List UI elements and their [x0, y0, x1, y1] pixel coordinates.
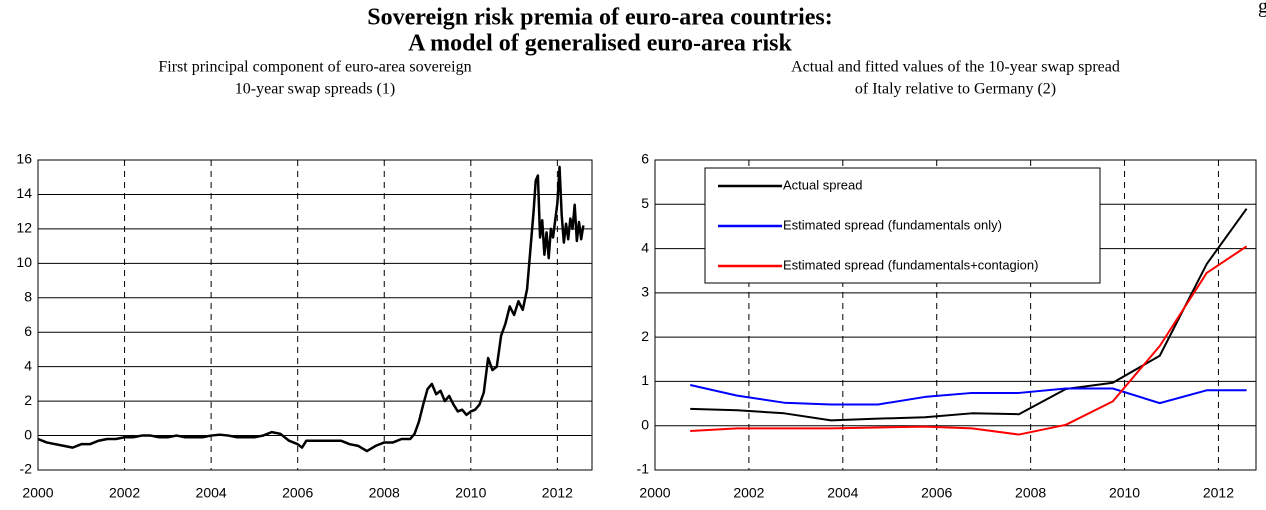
x-tick-label: 2012: [1203, 485, 1234, 501]
y-tick-label: 16: [16, 151, 32, 167]
chart-title: Actual and fitted values of the 10-year …: [791, 59, 1120, 76]
y-tick-label: 14: [16, 185, 32, 201]
x-tick-label: 2002: [733, 485, 764, 501]
legend-label: Estimated spread (fundamentals+contagion…: [783, 257, 1038, 272]
y-tick-label: 3: [641, 284, 649, 300]
chart-title: 10-year swap spreads (1): [235, 81, 395, 98]
y-tick-label: 4: [24, 357, 32, 373]
y-tick-label: 6: [641, 151, 649, 167]
y-tick-label: 10: [16, 254, 32, 270]
x-tick-label: 2010: [455, 485, 486, 501]
x-tick-label: 2006: [282, 485, 313, 501]
y-tick-label: 5: [641, 195, 649, 211]
plot-border: [654, 159, 1257, 471]
x-tick-label: 2000: [639, 485, 670, 501]
y-tick-label: 12: [16, 220, 32, 236]
y-tick-label: 2: [641, 328, 649, 344]
x-tick-label: 2006: [921, 485, 952, 501]
data-line: [689, 383, 1247, 406]
y-tick-label: 1: [641, 372, 649, 388]
x-tick-label: 2012: [542, 485, 573, 501]
corner-label: g: [1258, 0, 1266, 18]
y-tick-label: 0: [24, 426, 32, 442]
y-tick-label: 4: [641, 239, 649, 255]
legend-label: Actual spread: [783, 177, 863, 192]
x-tick-label: 2008: [1015, 485, 1046, 501]
data-line: [37, 165, 585, 453]
x-tick-label: 2000: [22, 485, 53, 501]
x-tick-label: 2004: [196, 485, 227, 501]
y-tick-label: 6: [24, 323, 32, 339]
main-title: A model of generalised euro-area risk: [408, 31, 792, 57]
x-tick-label: 2008: [369, 485, 400, 501]
y-tick-label: -1: [637, 461, 650, 477]
chart-title: First principal component of euro-area s…: [158, 59, 471, 76]
plot-border: [37, 159, 593, 471]
x-tick-label: 2004: [827, 485, 858, 501]
legend-label: Estimated spread (fundamentals only): [783, 217, 1002, 232]
main-title: Sovereign risk premia of euro-area count…: [367, 5, 833, 31]
y-tick-label: 8: [24, 288, 32, 304]
x-tick-label: 2002: [109, 485, 140, 501]
x-tick-label: 2010: [1109, 485, 1140, 501]
y-tick-label: 0: [641, 416, 649, 432]
chart-title: of Italy relative to Germany (2): [855, 81, 1056, 98]
data-line: [690, 208, 1248, 422]
y-tick-label: 2: [24, 392, 32, 408]
data-line: [690, 245, 1248, 436]
y-tick-label: -2: [20, 461, 33, 477]
